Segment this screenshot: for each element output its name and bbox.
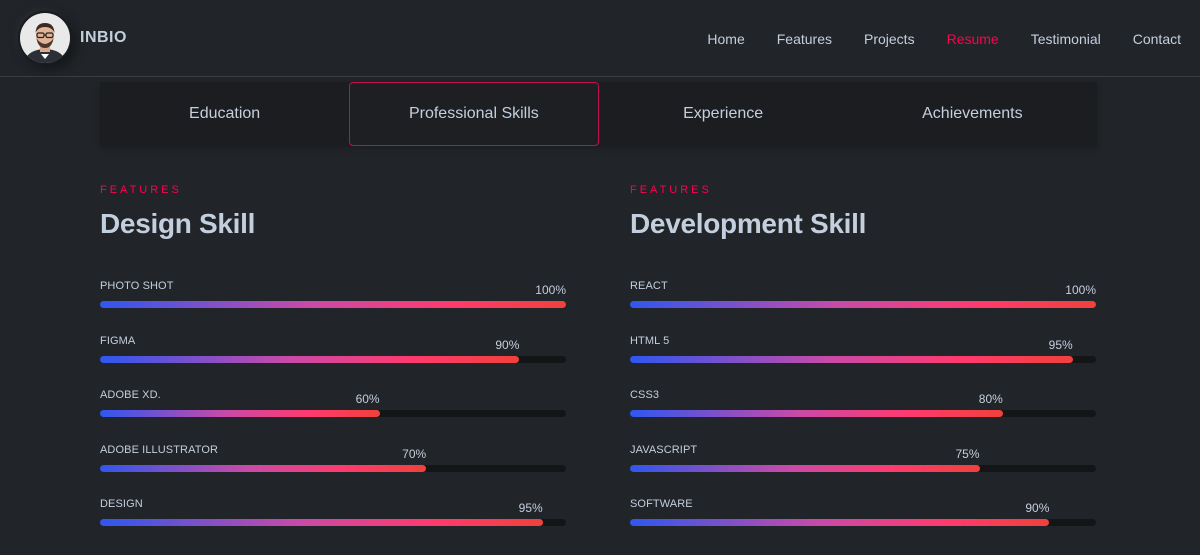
skill-item: SOFTWARE 90%	[630, 498, 1096, 553]
progress-track	[630, 301, 1096, 308]
brand[interactable]: INBIO	[18, 11, 127, 65]
skill-item: JAVASCRIPT 75%	[630, 444, 1096, 499]
design-title: Design Skill	[100, 208, 256, 239]
skill-name: ADOBE XD.	[100, 389, 161, 401]
nav-home[interactable]: Home	[707, 30, 745, 47]
skill-percent: 100%	[1065, 283, 1096, 297]
progress-track	[100, 519, 566, 526]
skill-percent: 100%	[535, 283, 566, 297]
skill-item: DESIGN 95%	[100, 498, 566, 553]
skill-percent: 90%	[1025, 501, 1050, 515]
progress-fill	[630, 301, 1096, 308]
development-skill-section: FEATURES Development Skill REACT 100% HT…	[630, 184, 1096, 553]
progress-track	[630, 410, 1096, 417]
avatar[interactable]	[18, 11, 72, 65]
skill-name: FIGMA	[100, 334, 136, 347]
progress-fill	[100, 519, 543, 526]
progress-track	[630, 355, 1096, 363]
development-title: Development Skill	[630, 208, 867, 239]
main-nav: Home Features Projects Resume Testimonia…	[675, 0, 1181, 77]
skill-percent: 75%	[955, 446, 980, 461]
skill-percent: 90%	[495, 337, 520, 352]
person-portrait-icon	[20, 13, 70, 63]
development-eyebrow: FEATURES	[630, 184, 712, 196]
skill-item: CSS3 80%	[630, 389, 1096, 444]
progress-fill	[630, 519, 1050, 526]
nav-resume[interactable]: Resume	[946, 30, 999, 47]
progress-fill	[630, 464, 980, 472]
skill-percent: 95%	[1048, 337, 1073, 352]
tab-professional-skills[interactable]: Professional Skills	[349, 82, 599, 146]
development-skill-list: REACT 100% HTML 5 95% CSS3 80% JAVASCRIP…	[630, 280, 1096, 553]
skill-item: HTML 5 95%	[630, 335, 1096, 390]
progress-track	[100, 464, 566, 472]
skill-name: PHOTO SHOT	[100, 280, 174, 292]
resume-tabs: Education Professional Skills Experience…	[100, 82, 1097, 146]
progress-fill	[630, 410, 1003, 417]
tab-education[interactable]: Education	[189, 105, 261, 122]
skill-name: DESIGN	[100, 498, 143, 510]
skill-percent: 70%	[402, 446, 427, 461]
skill-name: JAVASCRIPT	[630, 443, 698, 456]
progress-track	[100, 301, 566, 308]
skill-percent: 60%	[355, 392, 380, 406]
design-eyebrow: FEATURES	[100, 184, 182, 196]
design-skill-list: PHOTO SHOT 100% FIGMA 90% ADOBE XD. 60% …	[100, 280, 566, 553]
skill-item: REACT 100%	[630, 280, 1096, 335]
skill-name: ADOBE ILLUSTRATOR	[100, 443, 219, 456]
nav-contact[interactable]: Contact	[1132, 30, 1181, 47]
tab-experience[interactable]: Experience	[683, 105, 764, 122]
skill-name: REACT	[630, 280, 668, 292]
progress-track	[630, 519, 1096, 526]
site-header: INBIO Home Features Projects Resume Test…	[0, 0, 1200, 77]
progress-fill	[630, 355, 1073, 363]
progress-fill	[100, 355, 520, 363]
skill-percent: 80%	[978, 392, 1003, 406]
progress-track	[100, 355, 566, 363]
skill-item: PHOTO SHOT 100%	[100, 280, 566, 335]
progress-fill	[100, 301, 566, 308]
nav-testimonial[interactable]: Testimonial	[1030, 30, 1101, 47]
skill-item: ADOBE XD. 60%	[100, 389, 566, 444]
progress-fill	[100, 464, 427, 472]
skill-percent: 95%	[518, 501, 543, 515]
progress-track	[630, 464, 1096, 472]
nav-projects[interactable]: Projects	[864, 30, 915, 47]
progress-fill	[100, 410, 380, 417]
skill-item: ADOBE ILLUSTRATOR 70%	[100, 444, 566, 499]
progress-track	[100, 410, 566, 417]
nav-features[interactable]: Features	[776, 30, 832, 47]
skill-name: SOFTWARE	[630, 498, 693, 510]
skill-name: HTML 5	[630, 334, 670, 347]
tab-achievements[interactable]: Achievements	[922, 105, 1023, 122]
skill-item: FIGMA 90%	[100, 335, 566, 390]
skill-name: CSS3	[630, 389, 660, 401]
brand-name[interactable]: INBIO	[80, 29, 127, 46]
design-skill-section: FEATURES Design Skill PHOTO SHOT 100% FI…	[100, 184, 566, 553]
